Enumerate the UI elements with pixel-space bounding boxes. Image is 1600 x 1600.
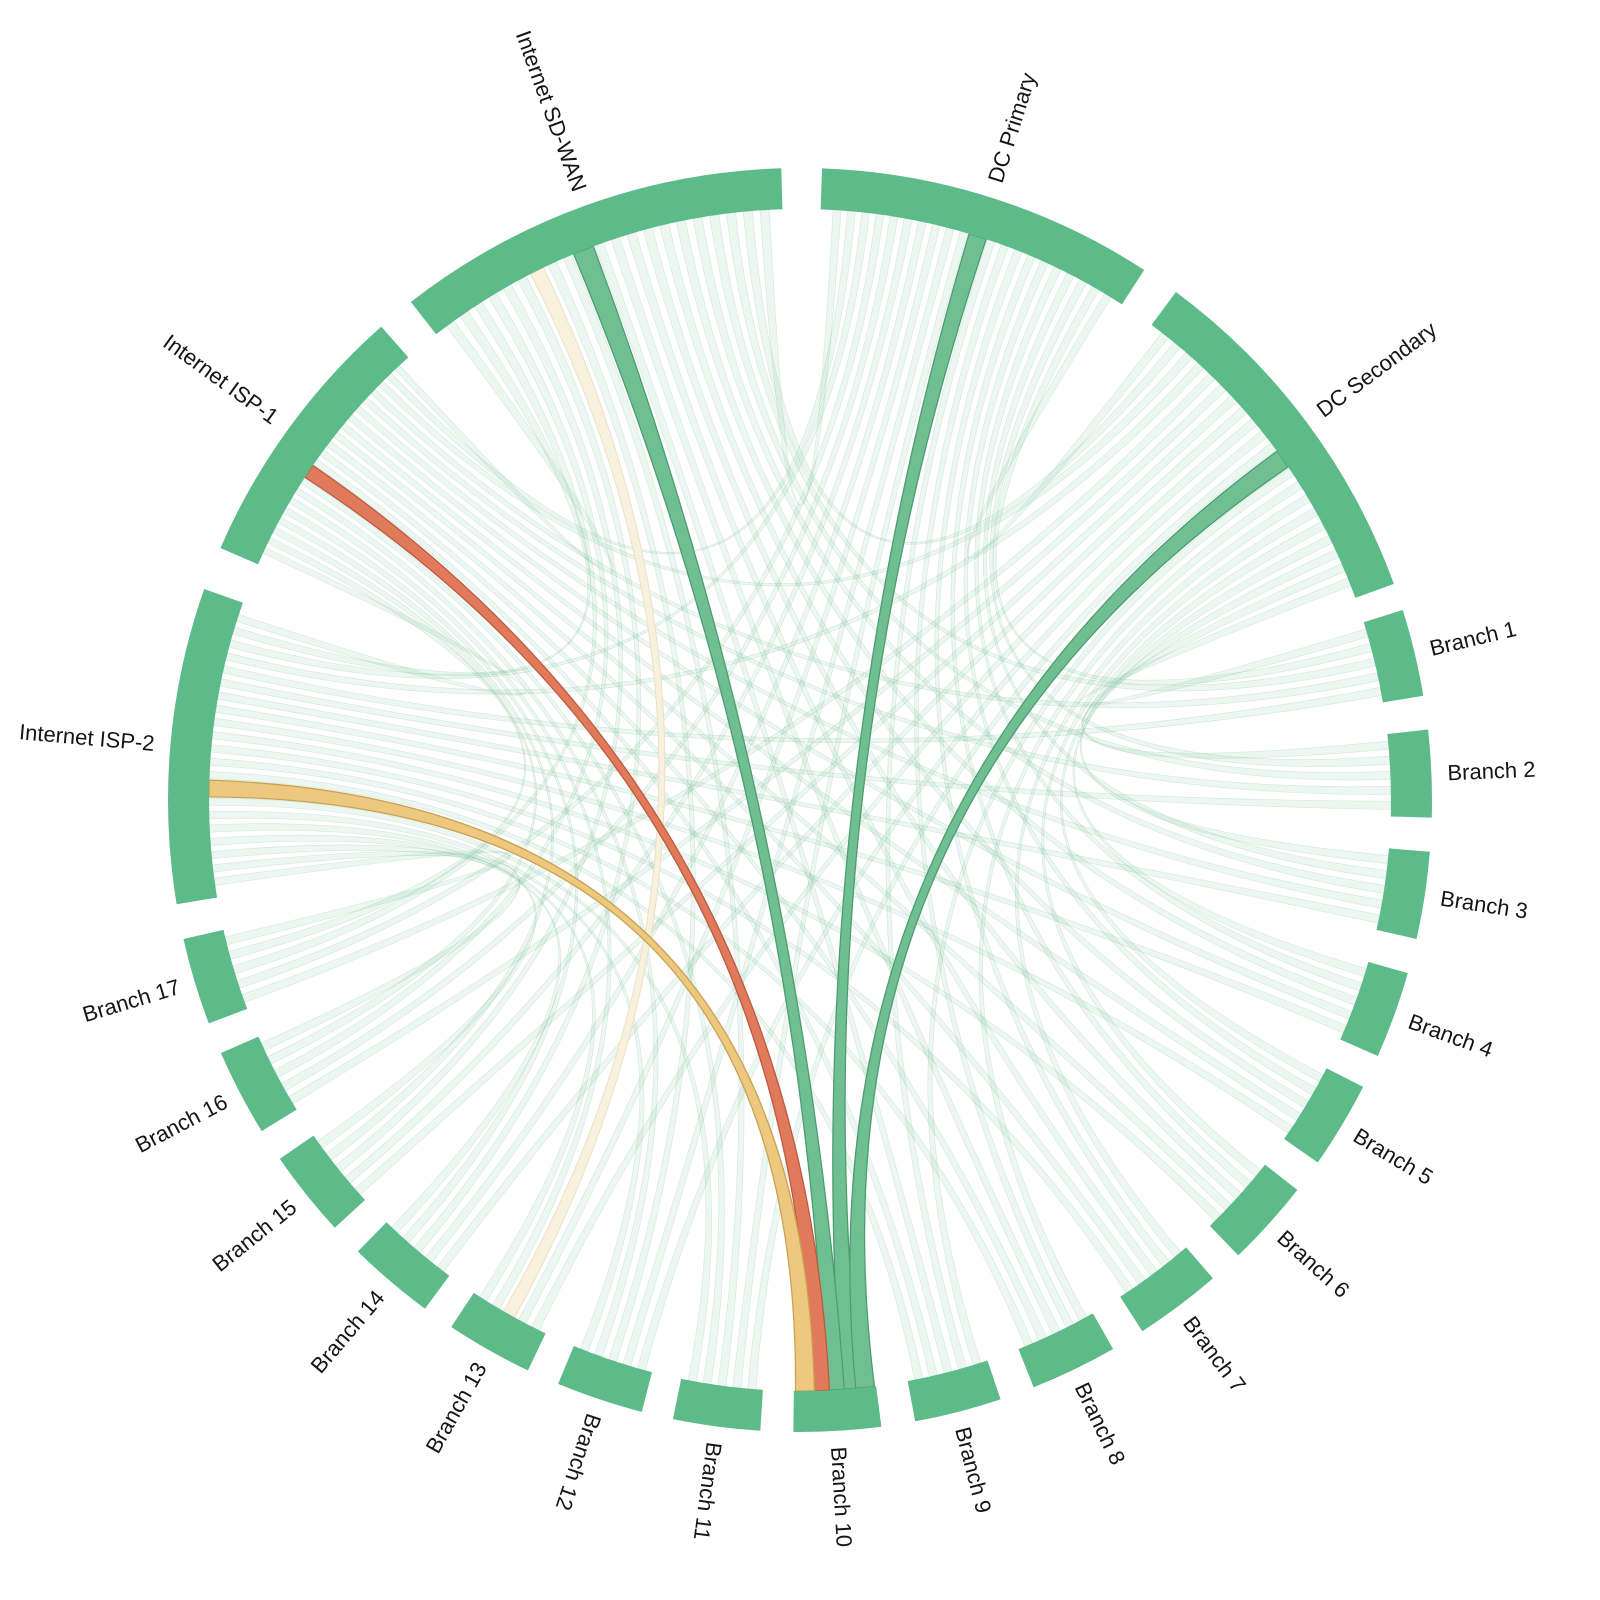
arc-branch-16[interactable] (220, 1036, 297, 1132)
label-dc-primary: DC Primary (983, 70, 1041, 186)
ribbon-normal-internet-sd-wan-branch-9[interactable] (594, 242, 953, 1374)
ribbon-normal-internet-isp-2-branch-4[interactable] (215, 704, 1347, 1034)
label-branch-4: Branch 4 (1405, 1009, 1496, 1062)
ribbon-warning_dim-internet-sd-wan-branch-13[interactable] (502, 266, 666, 1319)
arc-branch-3[interactable] (1376, 848, 1430, 939)
arc-branch-9[interactable] (907, 1360, 1001, 1422)
ribbon-normal-internet-sd-wan-branch-2[interactable] (709, 214, 1391, 781)
ribbon-normal-dc-primary-branch-13[interactable] (518, 223, 941, 1324)
ribbon-normal-internet-isp-2-branch-16[interactable] (212, 851, 521, 1051)
arc-branch-8[interactable] (1018, 1313, 1114, 1388)
ribbon-normal-internet-isp-1-branch-11[interactable] (300, 477, 725, 1385)
label-branch-2: Branch 2 (1447, 757, 1536, 786)
arc-dc-primary[interactable] (820, 168, 1145, 305)
ribbons-highlighted-layer (208, 232, 1290, 1392)
ribbon-normal-internet-isp-2-branch-15[interactable] (210, 844, 537, 1149)
ribbon-normal-internet-isp-2-branch-5[interactable] (213, 717, 1294, 1134)
label-branch-1: Branch 1 (1427, 616, 1518, 661)
label-branch-15: Branch 15 (207, 1195, 301, 1277)
label-branch-9: Branch 9 (950, 1424, 996, 1516)
arc-branch-1[interactable] (1363, 609, 1424, 703)
ribbon-normal-dc-secondary-branch-6[interactable] (1041, 507, 1319, 1177)
ribbon-normal-dc-secondary-branch-9[interactable] (927, 467, 1295, 1366)
ribbon-normal-dc-secondary-internet-isp-1[interactable] (378, 351, 1193, 587)
arc-internet-sd-wan[interactable] (410, 168, 783, 335)
ribbon-normal-internet-isp-2-branch-9[interactable] (209, 771, 924, 1381)
label-branch-6: Branch 6 (1272, 1225, 1354, 1303)
label-branch-10: Branch 10 (826, 1446, 857, 1548)
ribbon-normal-internet-isp-1-branch-17[interactable] (228, 537, 526, 960)
label-branch-11: Branch 11 (689, 1441, 727, 1542)
ribbon-critical-internet-isp-1-branch-10[interactable] (304, 464, 831, 1392)
label-branch-16: Branch 16 (131, 1089, 231, 1158)
label-branch-3: Branch 3 (1439, 886, 1530, 924)
arc-branch-5[interactable] (1284, 1068, 1364, 1163)
label-branch-8: Branch 8 (1070, 1378, 1131, 1468)
label-branch-13: Branch 13 (421, 1358, 492, 1458)
ribbon-normal-internet-isp-1-branch-9[interactable] (313, 458, 938, 1378)
arc-branch-10[interactable] (793, 1386, 882, 1433)
arc-branch-14[interactable] (357, 1222, 450, 1309)
arc-internet-isp-2[interactable] (168, 589, 243, 905)
ribbon-normal-internet-isp-2-branch-6[interactable] (211, 731, 1222, 1222)
arc-branch-2[interactable] (1387, 729, 1432, 818)
ribbon-normal-dc-primary-branch-4[interactable] (974, 266, 1363, 992)
ribbon-normal-internet-isp-1-branch-8[interactable] (319, 449, 1047, 1341)
label-internet-isp-1: Internet ISP-1 (159, 329, 284, 429)
label-branch-14: Branch 14 (305, 1285, 389, 1378)
ribbon-healthy-dc-secondary-branch-10[interactable] (849, 450, 1290, 1390)
ribbon-normal-internet-sd-wan-branch-6[interactable] (642, 227, 1242, 1200)
ribbon-normal-internet-isp-2-branch-8[interactable] (209, 757, 1034, 1347)
ribbon-normal-internet-isp-1-branch-6[interactable] (333, 431, 1232, 1211)
ribbons-warning-dim-layer (502, 266, 666, 1319)
arc-branch-6[interactable] (1209, 1164, 1298, 1256)
label-branch-12: Branch 12 (551, 1411, 607, 1514)
ribbon-normal-internet-sd-wan-branch-15[interactable] (335, 283, 623, 1173)
ribbon-normal-dc-secondary-branch-16[interactable] (288, 383, 1227, 1105)
label-internet-isp-2: Internet ISP-2 (18, 719, 155, 756)
ribbons-normal-layer (208, 209, 1392, 1390)
arc-branch-15[interactable] (279, 1135, 365, 1228)
ribbon-normal-dc-secondary-branch-8[interactable] (978, 480, 1303, 1322)
arc-branch-17[interactable] (183, 929, 248, 1024)
label-branch-5: Branch 5 (1349, 1123, 1437, 1190)
arc-branch-7[interactable] (1120, 1247, 1213, 1332)
arc-internet-isp-1[interactable] (220, 326, 409, 565)
label-branch-17: Branch 17 (80, 974, 183, 1027)
arc-branch-11[interactable] (672, 1378, 763, 1431)
ribbon-normal-internet-sd-wan-branch-16[interactable] (273, 292, 609, 1078)
label-internet-sd-wan: Internet SD-WAN (511, 27, 592, 195)
ribbon-normal-dc-primary-dc-secondary[interactable] (966, 293, 1169, 559)
label-branch-7: Branch 7 (1178, 1311, 1251, 1396)
ribbon-normal-dc-secondary-branch-4[interactable] (1072, 534, 1367, 977)
ribbon-normal-dc-secondary-branch-1[interactable] (1078, 577, 1369, 707)
ribbon-normal-dc-secondary-internet-sd-wan[interactable] (742, 210, 1181, 545)
ribbon-normal-dc-primary-internet-sd-wan[interactable] (759, 209, 842, 506)
label-dc-secondary: DC Secondary (1312, 317, 1442, 423)
arc-dc-secondary[interactable] (1151, 291, 1394, 598)
node-arcs-layer (168, 168, 1432, 1433)
arc-branch-12[interactable] (558, 1346, 653, 1412)
ribbon-normal-dc-secondary-branch-12[interactable] (636, 430, 1268, 1371)
arc-branch-4[interactable] (1340, 961, 1408, 1057)
ribbon-normal-internet-sd-wan-branch-17[interactable] (232, 301, 597, 975)
arc-branch-13[interactable] (451, 1292, 546, 1371)
